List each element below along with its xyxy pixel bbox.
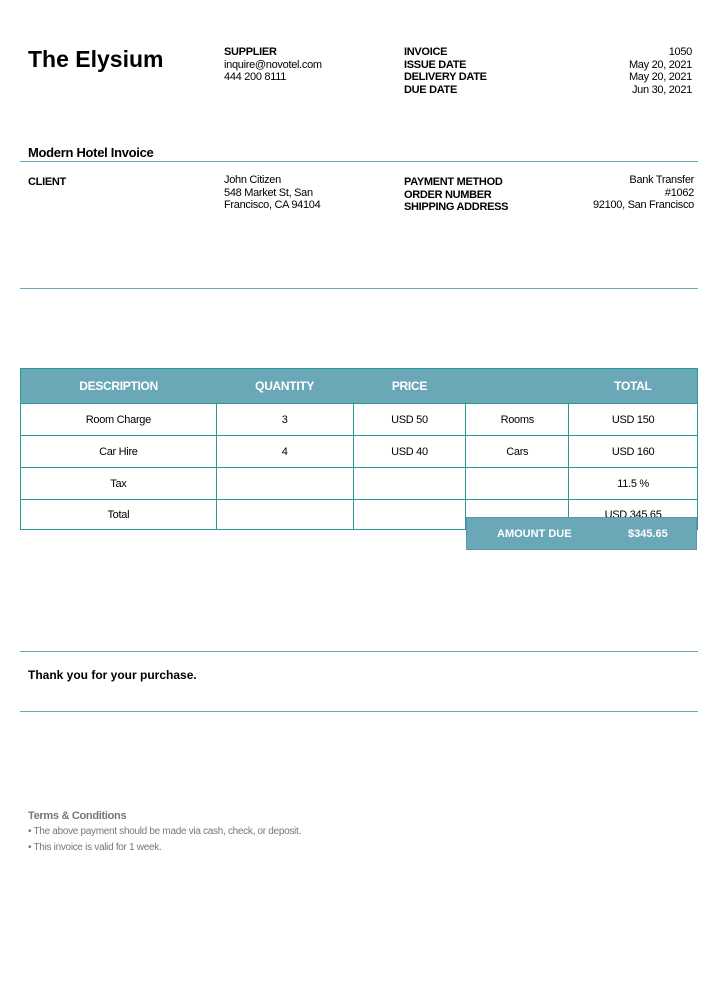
cell-category [465,467,570,500]
table-row: Tax 11.5 % [20,467,698,500]
invoice-meta-values: 1050 May 20, 2021 May 20, 2021 Jun 30, 2… [629,46,692,96]
cell-description: Car Hire [20,435,217,468]
order-label: SHIPPING ADDRESS [404,201,509,213]
meta-value: Jun 30, 2021 [631,83,692,96]
cell-description: Room Charge [20,403,217,436]
divider [20,288,698,289]
thank-you-message: Thank you for your purchase. [28,668,197,682]
client-address: 548 Market St, San [224,186,313,199]
cell-total: 11.5 % [568,467,698,500]
supplier-email: inquire@novotel.com [224,58,322,71]
col-quantity: QUANTITY [216,368,354,404]
cell-price [352,499,467,530]
order-value: 92100, San Francisco [592,199,694,211]
terms-item: • This invoice is valid for 1 week. [28,842,162,853]
brand-name: The Elysium [28,46,164,72]
order-value: Bank Transfer [629,174,694,186]
meta-value: 1050 [668,46,693,58]
terms-item-text: The above payment should be made via cas… [33,826,302,837]
meta-label: DELIVERY DATE [404,71,487,83]
col-category [465,368,569,404]
amount-due-box: AMOUNT DUE $345.65 [466,517,697,550]
order-values: Bank Transfer #1062 92100, San Francisco [593,174,694,212]
divider [20,711,698,712]
cell-price [352,467,467,500]
cell-total: USD 160 [568,435,698,468]
col-description: DESCRIPTION [20,368,217,404]
cell-price: USD 40 [352,435,467,468]
col-total: TOTAL [568,368,698,404]
cell-description: Total [20,499,217,530]
supplier-phone: 444 200 8111 [224,71,287,83]
terms-block: Terms & Conditions • The above payment s… [28,810,301,853]
client-block: John Citizen 548 Market St, San Francisc… [224,174,321,212]
supplier-label: SUPPLIER [224,46,277,58]
cell-quantity: 3 [215,403,354,436]
cell-category: Rooms [465,403,570,436]
client-label: CLIENT [28,176,66,188]
cell-price: USD 50 [352,403,467,436]
meta-label: INVOICE [404,46,448,58]
table-row: Car Hire 4 USD 40 Cars USD 160 [20,435,698,468]
table-row: Room Charge 3 USD 50 Rooms USD 150 [20,403,698,436]
divider [20,651,698,652]
order-label: ORDER NUMBER [404,188,492,201]
meta-label: ISSUE DATE [404,58,467,71]
meta-label: DUE DATE [404,83,458,96]
line-items-table: DESCRIPTION QUANTITY PRICE TOTAL Room Ch… [20,368,698,530]
cell-quantity [215,467,354,500]
order-label: PAYMENT METHOD [404,176,503,188]
client-address: Francisco, CA 94104 [224,199,321,211]
order-value: #1062 [664,186,694,199]
client-name: John Citizen [224,174,281,186]
amount-due-label: AMOUNT DUE [497,527,572,540]
col-price: PRICE [353,368,466,404]
divider [20,161,698,162]
invoice-title: Modern Hotel Invoice [28,145,154,160]
cell-category: Cars [465,435,570,468]
cell-quantity [215,499,354,530]
terms-item: • The above payment should be made via c… [28,826,301,837]
supplier-block: SUPPLIER inquire@novotel.com 444 200 811… [224,46,322,84]
invoice-meta-labels: INVOICE ISSUE DATE DELIVERY DATE DUE DAT… [404,46,487,96]
order-labels: PAYMENT METHOD ORDER NUMBER SHIPPING ADD… [404,176,509,214]
cell-total: USD 150 [568,403,698,436]
cell-quantity: 4 [215,435,354,468]
meta-value: May 20, 2021 [628,71,692,83]
table-header-row: DESCRIPTION QUANTITY PRICE TOTAL [20,368,698,404]
amount-due-value: $345.65 [628,527,668,540]
meta-value: May 20, 2021 [628,58,692,71]
terms-title: Terms & Conditions [28,810,127,822]
terms-item-text: This invoice is valid for 1 week. [33,842,162,853]
cell-description: Tax [20,467,217,500]
